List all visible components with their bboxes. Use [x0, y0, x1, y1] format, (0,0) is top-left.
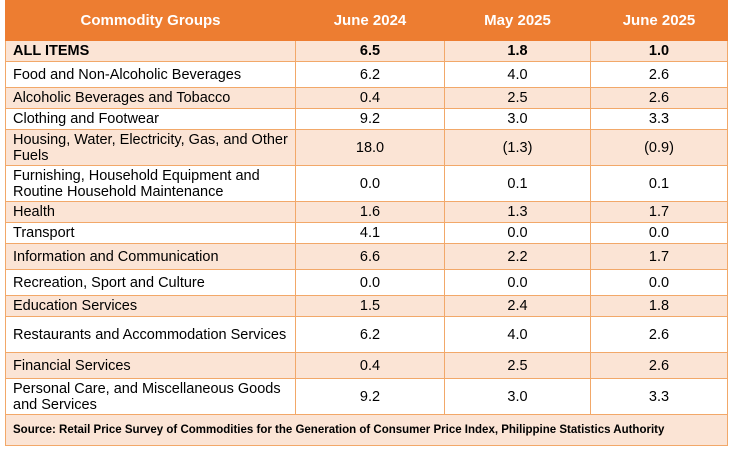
- cell-june-2025: 2.6: [590, 352, 728, 379]
- header-june-2025: June 2025: [590, 0, 728, 41]
- table-row: Information and Communication 6.6 2.2 1.…: [5, 243, 728, 270]
- header-june-2024: June 2024: [295, 0, 445, 41]
- table-row: Recreation, Sport and Culture 0.0 0.0 0.…: [5, 269, 728, 296]
- cell-may-2025: 1.3: [444, 201, 591, 223]
- cell-may-2025: 0.0: [444, 269, 591, 296]
- cell-june-2025: 3.3: [590, 108, 728, 130]
- cell-june-2025: 1.7: [590, 243, 728, 270]
- cell-june-2024: 0.4: [295, 352, 445, 379]
- inflation-table: Commodity Groups June 2024 May 2025 June…: [5, 0, 728, 446]
- inflation-table-container: Commodity Groups June 2024 May 2025 June…: [5, 0, 728, 446]
- cell-may-2025: 1.8: [444, 40, 591, 62]
- table-row: Furnishing, Household Equipment and Rout…: [5, 165, 728, 202]
- cell-may-2025: 2.4: [444, 295, 591, 317]
- table-row: Housing, Water, Electricity, Gas, and Ot…: [5, 129, 728, 166]
- cell-group: ALL ITEMS: [5, 40, 296, 62]
- cell-may-2025: 2.5: [444, 87, 591, 109]
- cell-june-2025: 2.6: [590, 87, 728, 109]
- cell-may-2025: 4.0: [444, 61, 591, 88]
- cell-group: Furnishing, Household Equipment and Rout…: [5, 165, 296, 202]
- header-may-2025: May 2025: [444, 0, 591, 41]
- cell-june-2024: 0.4: [295, 87, 445, 109]
- cell-june-2024: 6.2: [295, 316, 445, 353]
- table-row: Transport 4.1 0.0 0.0: [5, 222, 728, 244]
- cell-june-2024: 0.0: [295, 269, 445, 296]
- table-row: Clothing and Footwear 9.2 3.0 3.3: [5, 108, 728, 130]
- cell-june-2024: 0.0: [295, 165, 445, 202]
- cell-group: Health: [5, 201, 296, 223]
- cell-group: Clothing and Footwear: [5, 108, 296, 130]
- cell-june-2024: 9.2: [295, 108, 445, 130]
- table-row: Financial Services 0.4 2.5 2.6: [5, 352, 728, 379]
- cell-june-2024: 9.2: [295, 378, 445, 415]
- cell-may-2025: 2.2: [444, 243, 591, 270]
- cell-june-2024: 6.2: [295, 61, 445, 88]
- table-row: Alcoholic Beverages and Tobacco 0.4 2.5 …: [5, 87, 728, 109]
- cell-group: Personal Care, and Miscellaneous Goods a…: [5, 378, 296, 415]
- cell-june-2025: 2.6: [590, 61, 728, 88]
- table-header: Commodity Groups June 2024 May 2025 June…: [5, 0, 728, 41]
- cell-group: Housing, Water, Electricity, Gas, and Ot…: [5, 129, 296, 166]
- cell-may-2025: (1.3): [444, 129, 591, 166]
- cell-june-2024: 6.6: [295, 243, 445, 270]
- cell-june-2025: 3.3: [590, 378, 728, 415]
- table-row: Education Services 1.5 2.4 1.8: [5, 295, 728, 317]
- cell-june-2024: 1.5: [295, 295, 445, 317]
- cell-june-2024: 1.6: [295, 201, 445, 223]
- cell-may-2025: 3.0: [444, 378, 591, 415]
- cell-june-2025: 1.7: [590, 201, 728, 223]
- cell-group: Information and Communication: [5, 243, 296, 270]
- header-commodity-groups: Commodity Groups: [5, 0, 296, 41]
- table-row-all-items: ALL ITEMS 6.5 1.8 1.0: [5, 40, 728, 62]
- header-row: Commodity Groups June 2024 May 2025 June…: [5, 0, 728, 41]
- cell-june-2024: 6.5: [295, 40, 445, 62]
- table-row: Health 1.6 1.3 1.7: [5, 201, 728, 223]
- table-row: Restaurants and Accommodation Services 6…: [5, 316, 728, 353]
- table-row: Food and Non-Alcoholic Beverages 6.2 4.0…: [5, 61, 728, 88]
- cell-may-2025: 3.0: [444, 108, 591, 130]
- cell-june-2025: (0.9): [590, 129, 728, 166]
- cell-group: Restaurants and Accommodation Services: [5, 316, 296, 353]
- cell-group: Financial Services: [5, 352, 296, 379]
- cell-june-2025: 0.1: [590, 165, 728, 202]
- cell-june-2025: 1.0: [590, 40, 728, 62]
- table-body: ALL ITEMS 6.5 1.8 1.0 Food and Non-Alcoh…: [5, 40, 728, 446]
- cell-june-2025: 0.0: [590, 222, 728, 244]
- cell-may-2025: 2.5: [444, 352, 591, 379]
- cell-group: Recreation, Sport and Culture: [5, 269, 296, 296]
- table-row: Personal Care, and Miscellaneous Goods a…: [5, 378, 728, 415]
- cell-june-2025: 2.6: [590, 316, 728, 353]
- cell-may-2025: 4.0: [444, 316, 591, 353]
- cell-group: Alcoholic Beverages and Tobacco: [5, 87, 296, 109]
- cell-group: Food and Non-Alcoholic Beverages: [5, 61, 296, 88]
- source-row: Source: Retail Price Survey of Commoditi…: [5, 414, 728, 446]
- cell-may-2025: 0.1: [444, 165, 591, 202]
- cell-june-2025: 0.0: [590, 269, 728, 296]
- source-note: Source: Retail Price Survey of Commoditi…: [5, 414, 728, 446]
- cell-june-2024: 4.1: [295, 222, 445, 244]
- cell-group: Education Services: [5, 295, 296, 317]
- cell-may-2025: 0.0: [444, 222, 591, 244]
- cell-group: Transport: [5, 222, 296, 244]
- cell-june-2025: 1.8: [590, 295, 728, 317]
- cell-june-2024: 18.0: [295, 129, 445, 166]
